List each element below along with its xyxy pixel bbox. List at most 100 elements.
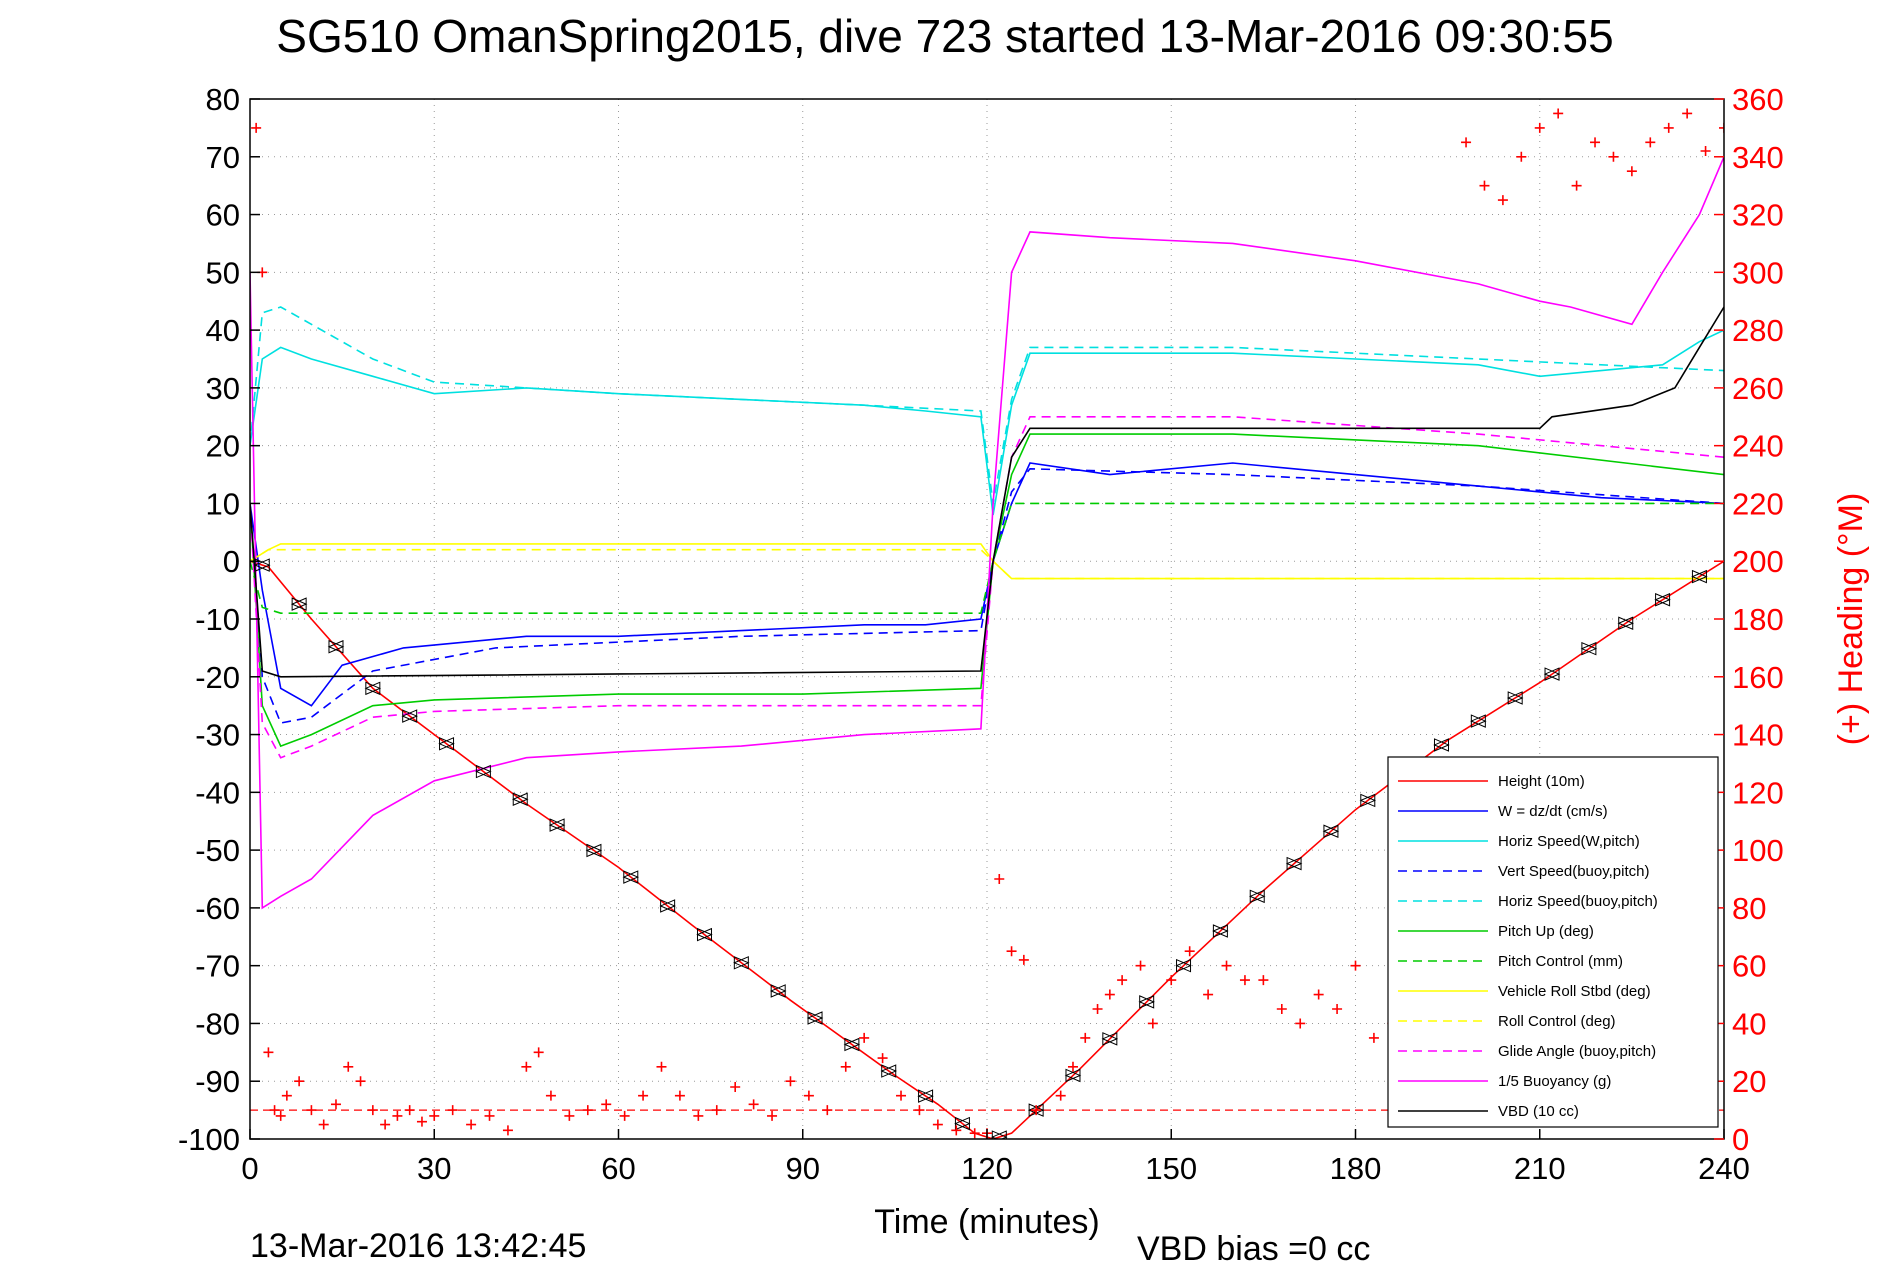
right-tick-label: 100: [1732, 833, 1784, 868]
heading-marker: [1645, 137, 1656, 148]
legend: Height (10m) W = dz/dt (cm/s) Horiz Speed(…: [1387, 756, 1719, 1128]
heading-marker: [429, 1110, 440, 1121]
height-marker: [1691, 569, 1708, 584]
right-tick-label: 360: [1732, 82, 1784, 117]
right-axis-ticks: 3603403203002802602402202001801601401201…: [1714, 82, 1784, 1157]
legend-label: Vehicle Roll Stbd (deg): [1498, 983, 1651, 1000]
heading-marker: [392, 1110, 403, 1121]
series-line: [250, 462, 1724, 707]
chart-title: SG510 OmanSpring2015, dive 723 started 1…: [276, 10, 1613, 62]
right-axis-label: (+) Heading (°M): [1832, 493, 1870, 746]
series-line: [250, 433, 1724, 748]
height-marker: [1543, 667, 1561, 681]
footer-vbd-bias: VBD bias =0 cc: [1137, 1230, 1370, 1262]
heading-marker: [318, 1119, 329, 1130]
height-marker: [917, 1089, 934, 1103]
legend-label: Pitch Up (deg): [1498, 923, 1594, 940]
legend-label: Glide Angle (buoy,pitch): [1498, 1043, 1656, 1060]
heading-marker: [859, 1032, 870, 1043]
heading-marker: [748, 1099, 759, 1110]
heading-marker: [1258, 975, 1269, 986]
heading-marker: [1276, 1004, 1287, 1014]
height-marker: [401, 709, 418, 723]
x-tick-label: 150: [1145, 1151, 1197, 1186]
heading-marker: [1608, 151, 1619, 162]
heading-marker: [1166, 975, 1177, 986]
heading-marker: [343, 1061, 354, 1072]
heading-marker: [263, 1047, 274, 1058]
heading-marker: [1295, 1018, 1306, 1029]
heading-marker: [1663, 122, 1674, 133]
heading-marker: [330, 1099, 341, 1110]
x-tick-label: 180: [1330, 1151, 1382, 1186]
height-marker: [769, 984, 787, 998]
heading-marker: [638, 1090, 649, 1101]
y-axis-ticks: 80 70 60 50 40 30 20 10 0 -10 -20 -30 -40 -50 -60 -70 -8…: [178, 82, 260, 1157]
heading-marker: [951, 1125, 962, 1136]
heading-marker: [1135, 960, 1146, 971]
heading-marker: [275, 1110, 286, 1121]
y-tick-label: -10: [195, 602, 240, 637]
heading-marker: [1239, 975, 1250, 986]
legend-label: Height (10m): [1498, 773, 1585, 790]
right-tick-label: 60: [1732, 949, 1766, 984]
right-tick-label: 20: [1732, 1064, 1766, 1099]
heading-marker: [767, 1110, 778, 1121]
heading-marker: [1682, 108, 1693, 119]
height-marker: [1322, 824, 1340, 838]
y-tick-label: -70: [195, 949, 240, 984]
x-tick-label: 240: [1698, 1151, 1750, 1186]
legend-label: VBD (10 cc): [1498, 1103, 1579, 1120]
heading-marker: [785, 1076, 796, 1087]
right-tick-label: 180: [1732, 602, 1784, 637]
heading-marker: [1497, 195, 1508, 206]
series-line: [250, 502, 1724, 615]
height-marker: [733, 956, 750, 970]
height-marker: [1101, 1032, 1119, 1046]
legend-label: Vert Speed(buoy,pitch): [1498, 863, 1649, 880]
height-marker: [806, 1011, 824, 1025]
legend-label: Horiz Speed(W,pitch): [1498, 833, 1640, 850]
legend-box: [1387, 756, 1719, 1128]
y-tick-label: -80: [195, 1006, 240, 1041]
height-marker: [1212, 924, 1229, 938]
y-tick-label: 70: [206, 140, 240, 175]
legend-label: Horiz Speed(buoy,pitch): [1498, 893, 1658, 910]
height-marker: [1433, 738, 1450, 752]
height-marker: [659, 899, 676, 913]
height-marker: [1580, 641, 1598, 656]
heading-marker: [932, 1119, 943, 1130]
heading-marker: [1147, 1018, 1158, 1029]
heading-marker: [730, 1082, 741, 1092]
heading-marker: [564, 1110, 575, 1121]
right-tick-label: 0: [1732, 1122, 1749, 1157]
right-tick-label: 120: [1732, 775, 1784, 810]
right-tick-label: 40: [1732, 1006, 1766, 1041]
heading-marker: [619, 1110, 630, 1121]
height-marker: [585, 843, 603, 858]
heading-marker: [404, 1105, 415, 1116]
x-tick-label: 210: [1514, 1151, 1566, 1186]
right-tick-label: 160: [1732, 660, 1784, 695]
height-marker: [622, 870, 640, 884]
series-line: [250, 467, 1724, 724]
heading-marker: [545, 1090, 556, 1101]
heading-marker: [582, 1105, 593, 1116]
legend-label: 1/5 Buoyancy (g): [1498, 1073, 1611, 1090]
y-tick-label: -40: [195, 775, 240, 810]
heading-marker: [994, 874, 1005, 884]
x-tick-label: 0: [241, 1151, 258, 1186]
y-tick-label: -30: [195, 718, 240, 753]
heading-marker: [1067, 1061, 1078, 1072]
heading-marker: [1080, 1032, 1091, 1043]
heading-marker-layer: [251, 108, 1724, 1139]
series-line: [250, 548, 1724, 580]
heading-marker: [1626, 166, 1637, 177]
height-marker: [1470, 714, 1487, 728]
heading-marker: [1203, 989, 1214, 1000]
right-tick-label: 320: [1732, 198, 1784, 233]
height-marker: [843, 1037, 861, 1052]
heading-marker: [1553, 108, 1564, 119]
height-marker: [327, 639, 345, 654]
